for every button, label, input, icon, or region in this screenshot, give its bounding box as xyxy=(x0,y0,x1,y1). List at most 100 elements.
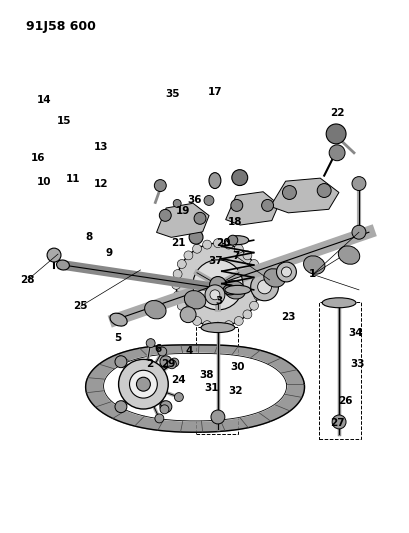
Text: 26: 26 xyxy=(337,397,352,407)
Text: 25: 25 xyxy=(73,301,88,311)
Circle shape xyxy=(180,306,196,322)
Ellipse shape xyxy=(209,173,220,189)
Circle shape xyxy=(227,235,237,245)
Circle shape xyxy=(177,301,186,310)
Circle shape xyxy=(249,301,258,310)
Circle shape xyxy=(184,251,192,260)
Circle shape xyxy=(169,358,178,367)
Circle shape xyxy=(261,199,273,212)
Text: 24: 24 xyxy=(171,375,185,385)
Ellipse shape xyxy=(200,322,234,333)
Circle shape xyxy=(250,273,278,301)
Text: 16: 16 xyxy=(31,153,45,163)
Circle shape xyxy=(193,212,205,224)
Circle shape xyxy=(115,401,127,413)
Text: 10: 10 xyxy=(37,177,51,187)
Circle shape xyxy=(159,209,171,221)
Circle shape xyxy=(176,243,259,327)
Circle shape xyxy=(192,317,201,326)
Text: 8: 8 xyxy=(85,232,92,243)
Circle shape xyxy=(154,180,166,191)
Circle shape xyxy=(209,277,226,293)
Circle shape xyxy=(326,124,345,144)
Circle shape xyxy=(157,347,166,356)
Ellipse shape xyxy=(226,236,248,245)
Circle shape xyxy=(204,285,224,305)
Circle shape xyxy=(328,145,344,161)
Text: 35: 35 xyxy=(165,90,179,100)
Circle shape xyxy=(167,360,176,369)
Circle shape xyxy=(174,393,183,401)
Circle shape xyxy=(160,401,171,413)
Text: 31: 31 xyxy=(203,383,218,393)
Text: 11: 11 xyxy=(65,174,80,184)
Polygon shape xyxy=(156,203,209,237)
Circle shape xyxy=(155,414,164,423)
Text: 38: 38 xyxy=(199,370,214,380)
Circle shape xyxy=(224,240,233,249)
Bar xyxy=(196,327,237,434)
Ellipse shape xyxy=(321,298,355,308)
Text: 13: 13 xyxy=(94,142,108,152)
Text: 4: 4 xyxy=(184,346,192,356)
Text: 3: 3 xyxy=(215,296,222,306)
Ellipse shape xyxy=(184,290,205,309)
Text: 17: 17 xyxy=(207,87,222,97)
Circle shape xyxy=(234,244,243,253)
Circle shape xyxy=(224,321,233,329)
Polygon shape xyxy=(225,192,278,225)
Circle shape xyxy=(234,317,243,326)
Ellipse shape xyxy=(144,301,166,319)
Text: 33: 33 xyxy=(350,359,364,369)
Text: 27: 27 xyxy=(329,418,344,427)
Circle shape xyxy=(249,260,258,269)
Text: 29: 29 xyxy=(161,359,175,369)
Circle shape xyxy=(129,370,157,398)
Text: 23: 23 xyxy=(281,312,295,322)
Text: 14: 14 xyxy=(37,95,52,105)
Circle shape xyxy=(331,415,345,429)
Circle shape xyxy=(189,230,202,244)
Text: 12: 12 xyxy=(94,180,108,189)
Circle shape xyxy=(281,267,291,277)
Text: 36: 36 xyxy=(187,195,202,205)
Circle shape xyxy=(173,199,181,207)
Text: 34: 34 xyxy=(348,328,362,338)
Polygon shape xyxy=(103,353,286,421)
Ellipse shape xyxy=(224,281,245,299)
Circle shape xyxy=(230,199,242,212)
Ellipse shape xyxy=(224,285,250,294)
Text: 32: 32 xyxy=(228,386,242,396)
Circle shape xyxy=(146,338,155,348)
Circle shape xyxy=(118,359,168,409)
Circle shape xyxy=(351,225,365,239)
Circle shape xyxy=(171,280,180,289)
Circle shape xyxy=(115,356,127,368)
Polygon shape xyxy=(85,345,304,432)
Circle shape xyxy=(204,196,213,205)
Circle shape xyxy=(253,291,262,300)
Text: 21: 21 xyxy=(171,238,185,248)
Circle shape xyxy=(351,176,365,190)
Circle shape xyxy=(160,405,169,414)
Text: 2: 2 xyxy=(146,359,153,369)
Text: 22: 22 xyxy=(329,108,344,118)
Ellipse shape xyxy=(110,313,127,326)
Text: 91J58 600: 91J58 600 xyxy=(26,20,96,33)
Circle shape xyxy=(136,377,150,391)
Circle shape xyxy=(202,321,211,329)
Circle shape xyxy=(254,280,263,289)
Circle shape xyxy=(173,291,182,300)
Circle shape xyxy=(202,240,211,249)
Circle shape xyxy=(173,270,182,279)
Text: 9: 9 xyxy=(106,248,112,259)
Circle shape xyxy=(243,251,251,260)
Bar xyxy=(319,302,360,439)
Polygon shape xyxy=(270,178,338,213)
Text: 37: 37 xyxy=(207,256,222,266)
Text: 6: 6 xyxy=(154,344,162,353)
Circle shape xyxy=(213,322,222,331)
Text: 5: 5 xyxy=(114,333,121,343)
Text: 1: 1 xyxy=(308,270,316,279)
Circle shape xyxy=(243,310,251,319)
